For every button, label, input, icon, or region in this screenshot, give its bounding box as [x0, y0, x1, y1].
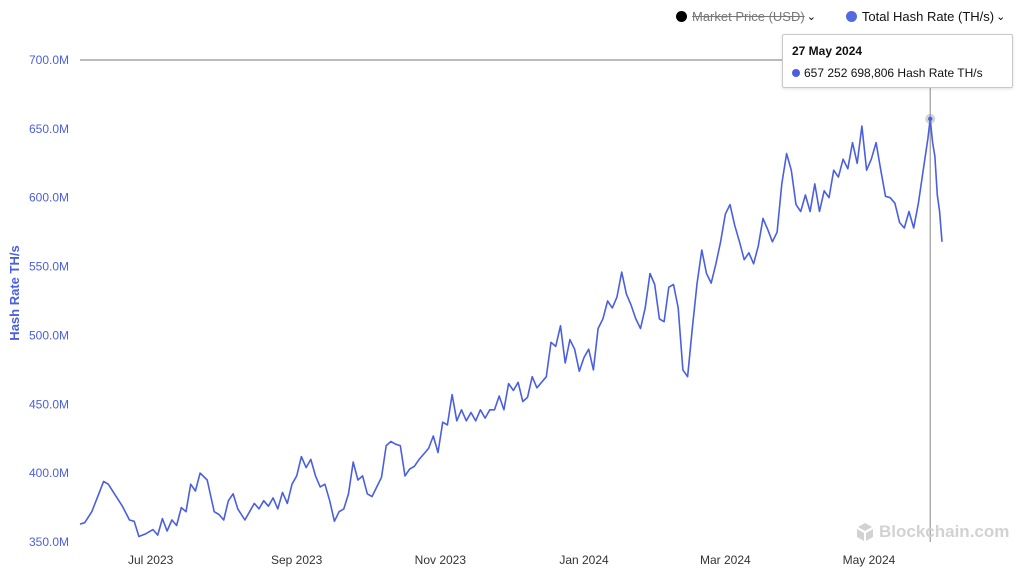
y-tick-label: 600.0M — [29, 191, 69, 205]
y-tick-label: 350.0M — [29, 535, 69, 549]
y-tick-label: 650.0M — [29, 122, 69, 136]
y-tick-label: 450.0M — [29, 397, 69, 411]
tooltip-value-row: 657 252 698,806 Hash Rate TH/s — [792, 66, 983, 80]
hover-point — [928, 116, 933, 122]
legend: Market Price (USD) ⌄ Total Hash Rate (TH… — [676, 6, 1005, 26]
x-axis-ticks: Jul 2023 Sep 2023 Nov 2023 Jan 2024 Mar 2024… — [128, 553, 896, 567]
x-tick-label: Jul 2023 — [128, 553, 174, 567]
x-tick-label: Nov 2023 — [415, 553, 467, 567]
series-line-hash-rate — [79, 118, 943, 538]
legend-dot-hash-rate — [845, 10, 857, 22]
y-axis-label: Hash Rate TH/s — [7, 245, 22, 340]
y-axis-ticks: 350.0M 400.0M 450.0M 500.0M 550.0M 600.0M 650.… — [29, 53, 69, 549]
watermark: Blockchain.com — [855, 522, 1009, 542]
tooltip: 27 May 2024 657 252 698,806 Hash Rate TH… — [782, 34, 1013, 88]
chevron-down-icon[interactable]: ⌄ — [806, 10, 816, 23]
legend-label-market-price: Market Price (USD) — [692, 8, 805, 24]
watermark-text: Blockchain.com — [879, 522, 1010, 541]
y-tick-label: 550.0M — [29, 260, 69, 274]
y-tick-label: 400.0M — [29, 466, 69, 480]
tooltip-series-dot — [792, 69, 800, 77]
blockchain-logo-icon — [857, 523, 873, 541]
x-tick-label: Jan 2024 — [559, 553, 609, 567]
legend-item-hash-rate[interactable]: Total Hash Rate (TH/s) ⌄ — [816, 9, 1005, 24]
y-tick-label: 500.0M — [29, 328, 69, 342]
x-tick-label: Mar 2024 — [700, 553, 751, 567]
chevron-down-icon[interactable]: ⌄ — [996, 10, 1006, 23]
legend-dot-market-price — [676, 10, 687, 22]
y-tick-label: 700.0M — [29, 53, 69, 67]
x-tick-label: May 2024 — [843, 553, 896, 567]
legend-label-hash-rate: Total Hash Rate (TH/s) — [861, 8, 995, 24]
legend-item-market-price[interactable]: Market Price (USD) ⌄ — [676, 9, 816, 24]
tooltip-value: 657 252 698,806 Hash Rate TH/s — [804, 66, 983, 80]
tooltip-date: 27 May 2024 — [792, 44, 863, 58]
x-tick-label: Sep 2023 — [271, 553, 323, 567]
